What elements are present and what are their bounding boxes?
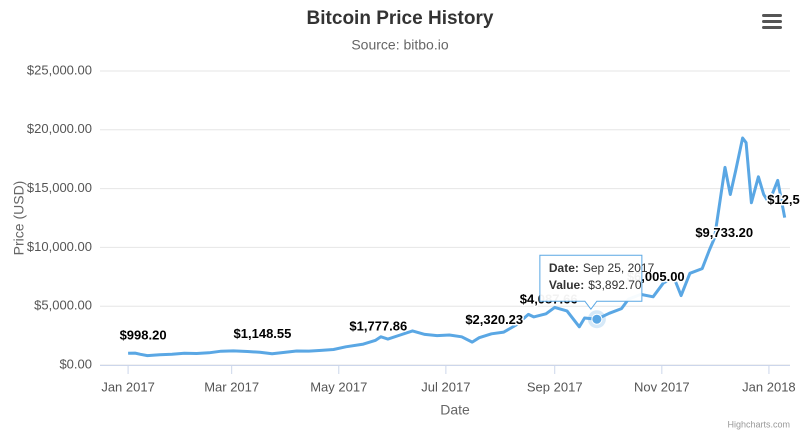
y-tick-label: $0.00: [59, 356, 92, 371]
x-tick-label: Jan 2018: [742, 379, 796, 394]
x-tick-label: May 2017: [310, 379, 367, 394]
tooltip-caption: Value:: [549, 278, 584, 292]
hover-marker: [591, 313, 603, 325]
menu-bar: [762, 20, 782, 23]
chart-subtitle: Source: bitbo.io: [351, 37, 448, 53]
y-tick-label: $20,000.00: [27, 121, 92, 136]
tooltip-line: Date: Sep 25, 2017: [549, 261, 655, 275]
tooltip-box: [539, 254, 643, 311]
x-tick-label: Mar 2017: [204, 379, 259, 394]
data-label: $1,148.55: [234, 326, 292, 341]
tooltip-caption: Date:: [549, 261, 579, 275]
tooltip-date: Sep 25, 2017: [583, 261, 655, 275]
x-tick-label: Sep 2017: [527, 379, 583, 394]
y-tick-label: $25,000.00: [27, 62, 92, 77]
price-line: [128, 136, 787, 358]
y-tick-label: $5,000.00: [34, 298, 92, 313]
chart-title: Bitcoin Price History: [307, 8, 494, 29]
menu-bar: [762, 14, 782, 17]
x-tick-label: Jul 2017: [421, 379, 470, 394]
credits[interactable]: Highcharts.com: [727, 419, 790, 429]
tooltip-value: $3,892.70: [588, 278, 642, 292]
tooltip: Date: Sep 25, 2017 Value: $3,892.70: [539, 254, 655, 311]
data-label: $2,320.23: [465, 312, 523, 327]
x-tick-label: Nov 2017: [634, 379, 690, 394]
y-axis-title: Price (USD): [11, 181, 27, 256]
data-label: $9,733.20: [695, 225, 753, 240]
data-label: $12,531.50: [767, 192, 800, 207]
x-tick-label: Jan 2017: [101, 379, 155, 394]
y-tick-label: $10,000.00: [27, 239, 92, 254]
data-label: $998.20: [120, 328, 167, 343]
data-label: $1,777.86: [349, 319, 407, 334]
menu-bar: [762, 26, 782, 29]
x-axis-title: Date: [440, 402, 470, 418]
menu-button[interactable]: [762, 14, 782, 29]
y-tick-label: $15,000.00: [27, 180, 92, 195]
tooltip-line: Value: $3,892.70: [549, 278, 642, 292]
